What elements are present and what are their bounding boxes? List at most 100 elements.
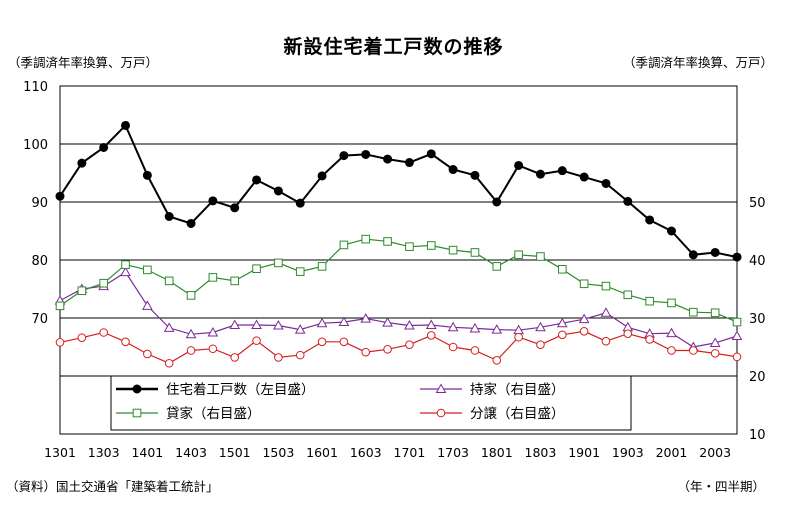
data-point	[447, 321, 459, 332]
legend-marker	[132, 384, 142, 394]
data-point	[252, 175, 262, 185]
data-point	[339, 337, 349, 347]
data-point	[230, 203, 240, 213]
x-tick-label: 1903	[612, 445, 644, 460]
x-tick-label: 1603	[350, 445, 382, 460]
x-tick-label: 1403	[175, 445, 207, 460]
x-tick-label: 1301	[44, 445, 76, 460]
data-point	[163, 322, 175, 332]
data-point	[732, 317, 742, 327]
left-y-tick-label: 110	[23, 80, 48, 95]
data-point	[404, 158, 414, 168]
data-point	[470, 248, 480, 257]
x-tick-label: 1401	[131, 445, 163, 460]
left-y-tick-label: 70	[31, 312, 48, 327]
data-point	[514, 160, 524, 170]
left-axis-unit-label: （季調済年率換算、万戸）	[8, 55, 159, 70]
data-point	[339, 240, 349, 250]
data-point	[492, 262, 502, 271]
data-point	[645, 335, 654, 344]
data-point	[601, 336, 611, 346]
data-point	[600, 307, 612, 317]
data-point	[425, 319, 437, 329]
source-note: （資料）国土交通省「建築着工統計」	[6, 479, 219, 494]
left-y-tick-label: 100	[23, 138, 48, 153]
x-tick-label: 1701	[394, 445, 426, 460]
legend-label: 貸家（右目盛）	[166, 405, 261, 422]
data-point	[317, 171, 327, 181]
data-point	[77, 158, 87, 168]
data-point	[689, 307, 698, 317]
data-point	[645, 215, 655, 225]
right-y-tick-label: 50	[749, 196, 766, 211]
data-point	[229, 319, 241, 329]
data-point	[164, 212, 174, 221]
data-point	[55, 301, 65, 311]
data-point	[383, 237, 392, 246]
data-point	[710, 308, 720, 318]
data-point	[645, 296, 654, 306]
data-point	[294, 324, 306, 334]
data-point	[141, 300, 153, 310]
x-tick-label: 1801	[481, 445, 513, 460]
data-point	[469, 322, 481, 333]
x-tick-label: 1703	[437, 445, 469, 460]
data-point	[667, 298, 676, 308]
data-point	[557, 330, 567, 340]
data-point	[208, 344, 218, 354]
x-tick-label: 2003	[699, 445, 731, 460]
data-point	[295, 198, 305, 208]
right-y-tick-label: 30	[749, 312, 766, 327]
data-point	[426, 331, 436, 340]
data-point	[121, 337, 130, 347]
data-point	[556, 317, 568, 328]
data-point	[186, 291, 196, 300]
x-tick-label: 1901	[568, 445, 600, 460]
data-point	[514, 250, 523, 260]
data-point	[164, 358, 174, 368]
legend-marker	[435, 383, 447, 393]
data-point	[185, 328, 197, 339]
right-y-tick-label: 40	[749, 254, 766, 269]
data-point	[55, 191, 65, 201]
data-point	[208, 196, 218, 206]
data-point	[317, 337, 327, 347]
data-point	[99, 142, 109, 152]
data-point	[316, 317, 328, 328]
data-point	[448, 245, 458, 255]
data-point	[448, 165, 458, 175]
data-point	[120, 266, 131, 277]
legend-label: 持家（右目盛）	[470, 381, 565, 398]
data-point	[732, 252, 742, 262]
data-point	[77, 333, 87, 343]
x-tick-label: 1803	[525, 445, 557, 460]
data-point	[470, 346, 480, 355]
x-tick-label: 1503	[262, 445, 294, 460]
data-point	[404, 320, 415, 330]
data-point	[667, 346, 676, 355]
chart-title: 新設住宅着工戸数の推移	[283, 36, 504, 58]
data-point	[535, 321, 546, 332]
data-point	[623, 290, 633, 300]
data-point	[383, 345, 392, 354]
data-point	[557, 264, 567, 274]
data-point	[361, 347, 371, 357]
data-point	[426, 149, 436, 159]
data-point	[207, 326, 219, 337]
legend-label: 分譲（右目盛）	[470, 406, 565, 422]
data-point	[252, 264, 261, 273]
left-y-tick-label: 90	[31, 196, 48, 211]
data-point	[274, 258, 283, 268]
data-point	[623, 329, 633, 338]
x-tick-label: 1601	[306, 445, 338, 460]
data-point	[273, 320, 284, 330]
data-point	[536, 340, 545, 349]
data-point	[688, 250, 698, 260]
data-point	[361, 149, 371, 159]
data-point	[732, 352, 742, 362]
data-point	[405, 340, 414, 349]
data-point	[535, 169, 545, 179]
data-point	[601, 281, 611, 291]
data-point	[492, 356, 502, 365]
